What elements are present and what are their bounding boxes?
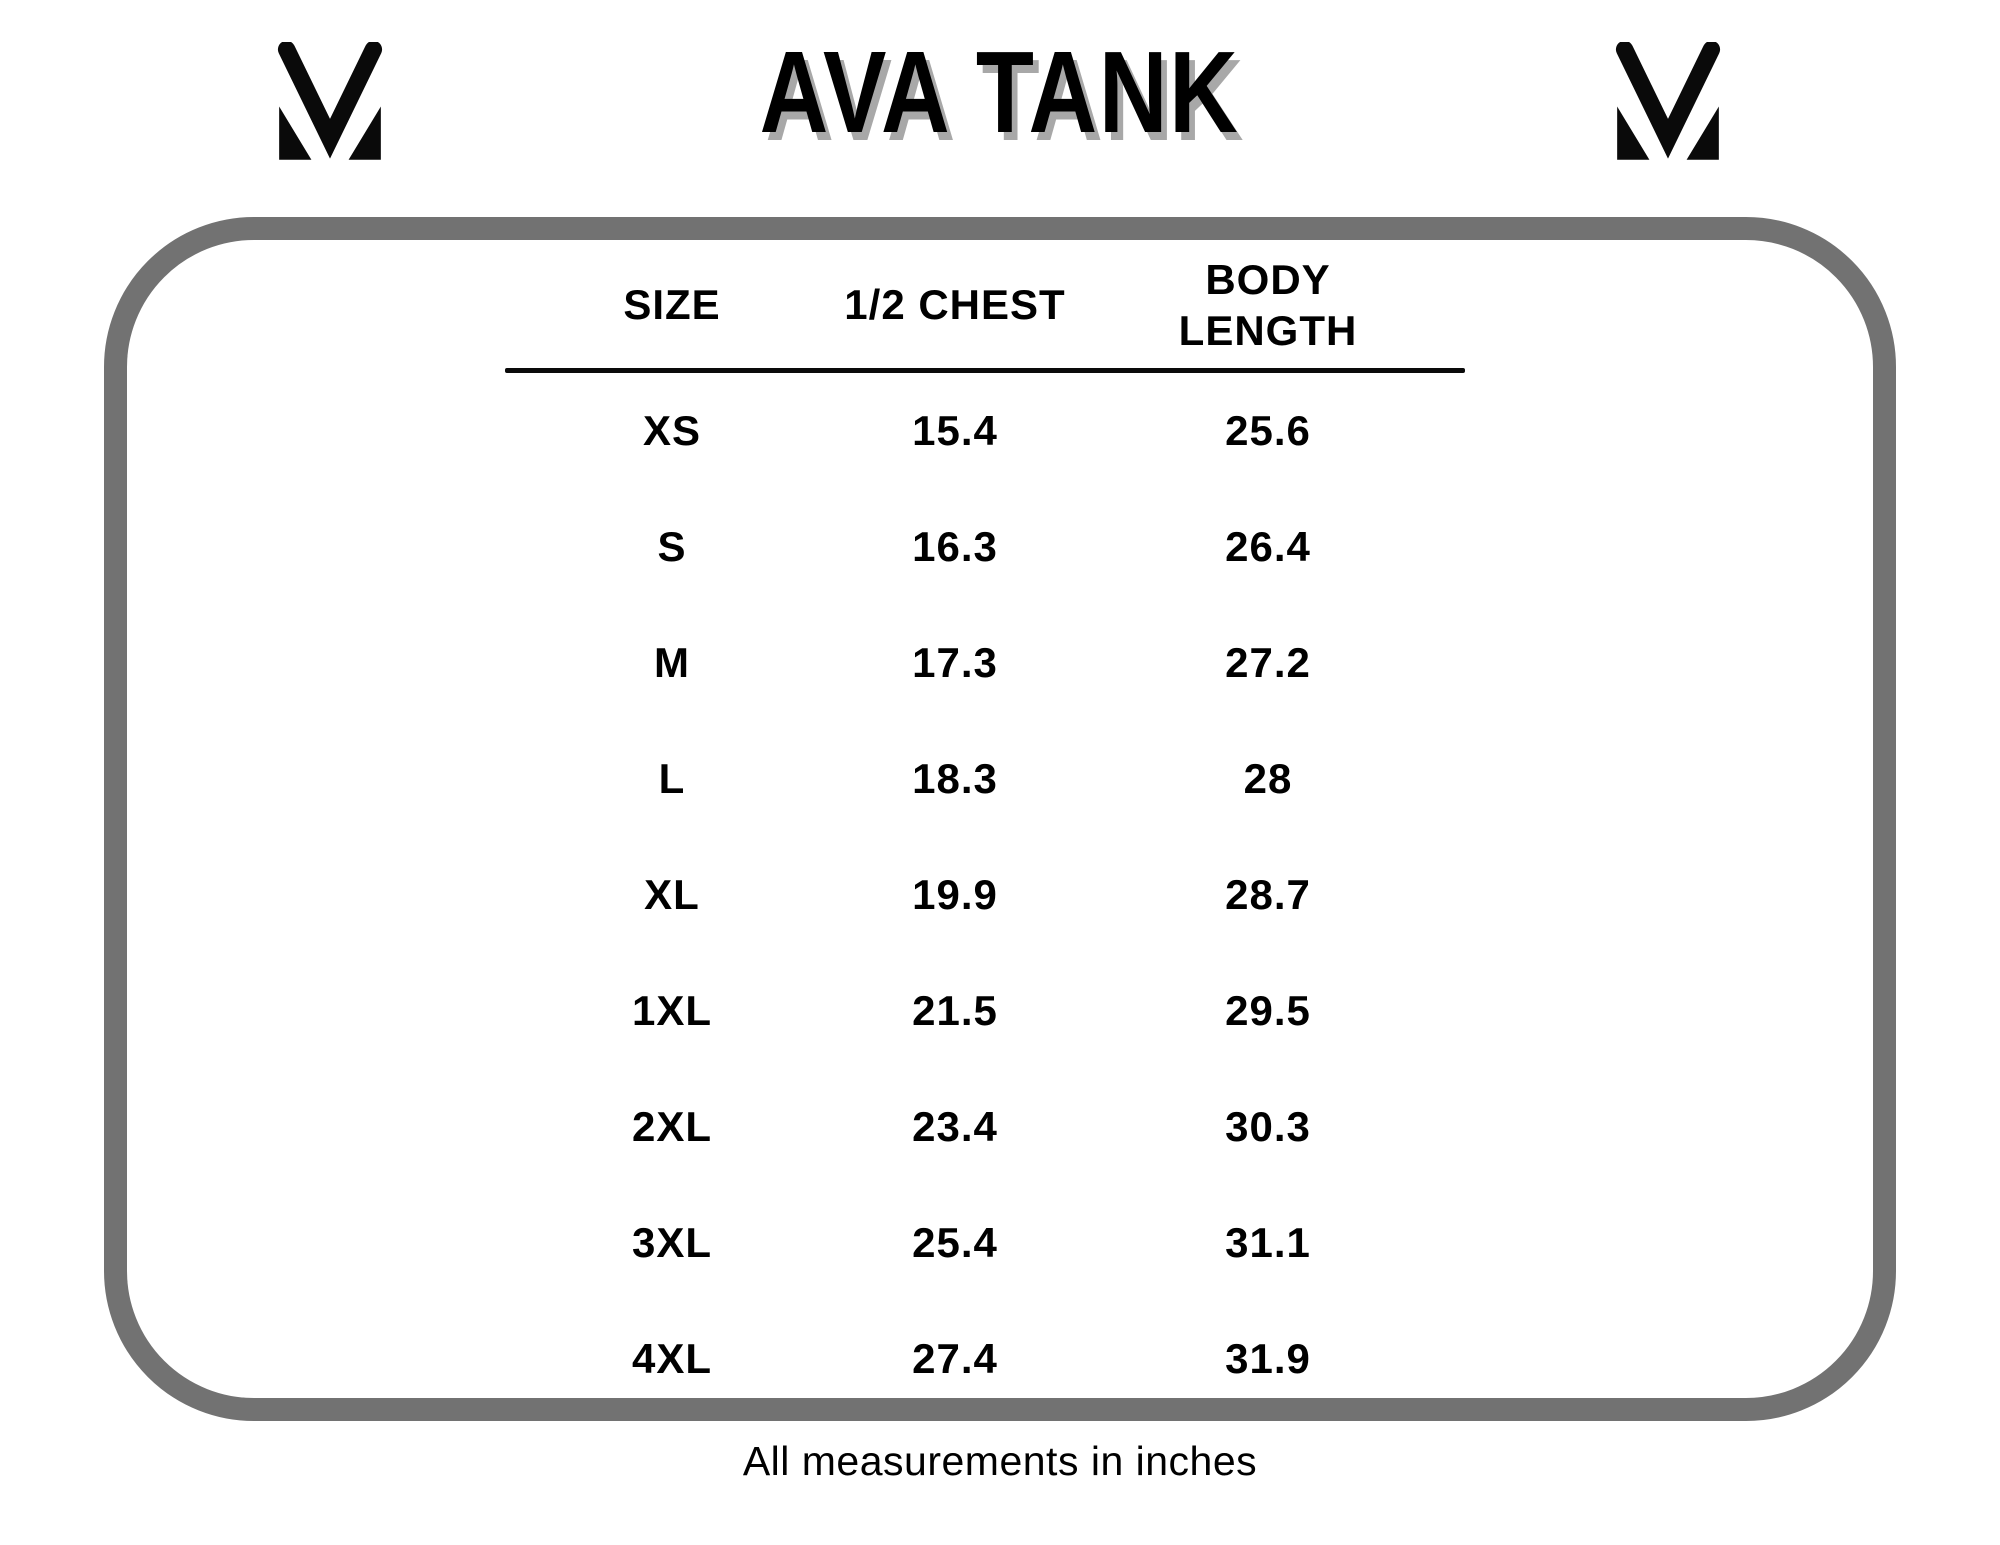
column-header-size: SIZE xyxy=(623,281,721,329)
table-row: M 17.3 27.2 xyxy=(505,605,1465,721)
chart-frame-border xyxy=(104,217,1896,1421)
table-row: L 18.3 28 xyxy=(505,721,1465,837)
table-body: XS 15.4 25.6 S 16.3 26.4 M 17.3 27.2 L 1… xyxy=(505,373,1465,1417)
table-row: 3XL 25.4 31.1 xyxy=(505,1185,1465,1301)
half-chest-cell: 15.4 xyxy=(912,407,998,454)
page-title: AVA TANK xyxy=(0,26,2000,159)
table-row: 4XL 27.4 31.9 xyxy=(505,1301,1465,1417)
size-table: SIZE 1/2 CHEST BODY LENGTH XS 15.4 25.6 … xyxy=(505,248,1465,1417)
body-length-cell: 29.5 xyxy=(1225,987,1311,1034)
body-length-cell: 28.7 xyxy=(1225,871,1311,918)
page-title-text: AVA TANK xyxy=(760,27,1240,157)
body-length-cell: 30.3 xyxy=(1225,1103,1311,1150)
body-length-cell: 31.9 xyxy=(1225,1335,1311,1382)
half-chest-cell: 19.9 xyxy=(912,871,998,918)
table-row: XS 15.4 25.6 xyxy=(505,373,1465,489)
body-length-cell: 26.4 xyxy=(1225,523,1311,570)
body-length-cell: 27.2 xyxy=(1225,639,1311,686)
body-length-cell: 31.1 xyxy=(1225,1219,1311,1266)
half-chest-cell: 21.5 xyxy=(912,987,998,1034)
half-chest-cell: 27.4 xyxy=(912,1335,998,1382)
table-row: S 16.3 26.4 xyxy=(505,489,1465,605)
body-length-cell: 28 xyxy=(1243,755,1293,802)
size-cell: 3XL xyxy=(631,1219,713,1266)
brand-logo-left xyxy=(260,42,400,166)
header-divider-line xyxy=(505,368,1465,373)
column-header-half-chest: 1/2 CHEST xyxy=(844,281,1066,329)
half-chest-cell: 25.4 xyxy=(912,1219,998,1266)
table-row: 2XL 23.4 30.3 xyxy=(505,1069,1465,1185)
measurements-note: All measurements in inches xyxy=(742,1438,1258,1484)
size-cell: 1XL xyxy=(631,987,713,1034)
half-chest-cell: 17.3 xyxy=(912,639,998,686)
half-chest-cell: 23.4 xyxy=(912,1103,998,1150)
table-row: 1XL 21.5 29.5 xyxy=(505,953,1465,1069)
mv-monogram-icon xyxy=(277,42,383,160)
size-cell: XL xyxy=(644,871,700,918)
size-cell: XS xyxy=(642,407,702,454)
size-cell: 2XL xyxy=(631,1103,713,1150)
size-cell: 4XL xyxy=(631,1335,713,1382)
size-cell: M xyxy=(654,639,690,686)
half-chest-cell: 18.3 xyxy=(912,755,998,802)
brand-logo-right xyxy=(1598,42,1738,166)
size-cell: L xyxy=(658,755,686,802)
mv-monogram-icon xyxy=(1615,42,1721,160)
table-row: XL 19.9 28.7 xyxy=(505,837,1465,953)
half-chest-cell: 16.3 xyxy=(912,523,998,570)
body-length-cell: 25.6 xyxy=(1225,407,1311,454)
table-header-row: SIZE 1/2 CHEST BODY LENGTH xyxy=(505,248,1465,362)
size-cell: S xyxy=(657,523,687,570)
column-header-body-length: BODY LENGTH xyxy=(1178,255,1358,354)
